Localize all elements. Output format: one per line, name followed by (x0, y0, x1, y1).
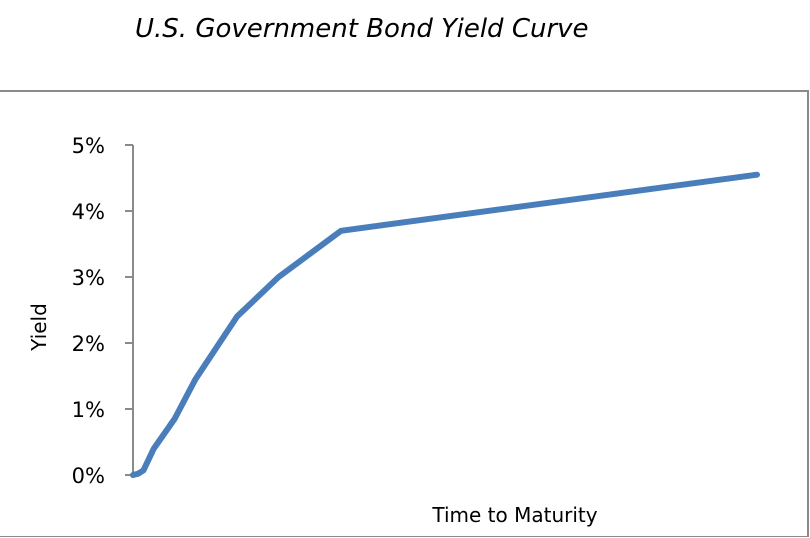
yield-curve-line (130, 171, 760, 478)
y-axis-label: Yield (27, 303, 51, 352)
y-ticks: 0% 1% 2% 3% 4% 5% (72, 134, 133, 488)
y-tick-label: 0% (72, 464, 105, 488)
y-tick-label: 2% (72, 332, 105, 356)
y-tick-label: 1% (72, 398, 105, 422)
chart-title: U.S. Government Bond Yield Curve (135, 14, 589, 44)
y-tick-label: 4% (72, 200, 105, 224)
y-tick-label: 3% (72, 266, 105, 290)
chart-frame (0, 90, 809, 537)
series (130, 171, 760, 478)
x-axis-label: Time to Maturity (431, 503, 597, 527)
y-tick-label: 5% (72, 134, 105, 158)
